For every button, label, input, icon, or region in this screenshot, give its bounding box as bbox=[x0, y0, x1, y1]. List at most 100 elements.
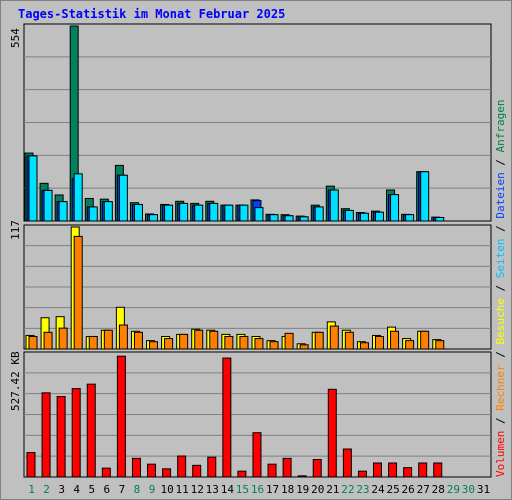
pages-bar-day-24 bbox=[374, 211, 384, 222]
pages-bar-day-17 bbox=[269, 214, 279, 222]
legend-segment: Volumen bbox=[494, 431, 507, 477]
volume-bar-day-17 bbox=[267, 463, 277, 478]
sites-bar-day-6 bbox=[103, 329, 113, 350]
x-tick-label-day-4: 4 bbox=[73, 483, 80, 496]
pages-bar-day-8 bbox=[133, 203, 143, 222]
volume-bar-day-7 bbox=[116, 355, 126, 478]
pages-bar-day-22 bbox=[344, 209, 354, 222]
visits-ymax-label: 117 bbox=[9, 220, 22, 240]
series-legend: Volumen / Rechner / Besuche / Seiten / D… bbox=[494, 99, 507, 477]
sites-bar-day-7 bbox=[118, 324, 128, 350]
pages-bar-day-11 bbox=[179, 202, 189, 222]
pages-bar-day-26 bbox=[405, 214, 415, 222]
sites-bar-day-9 bbox=[149, 341, 159, 350]
x-tick-label-day-23: 23 bbox=[356, 483, 369, 496]
sites-bar-day-15 bbox=[239, 335, 249, 350]
volume-bar-day-16 bbox=[252, 432, 262, 478]
legend-segment: Anfragen bbox=[494, 99, 507, 152]
volume-bar-day-22 bbox=[342, 448, 352, 478]
sites-bar-day-1 bbox=[28, 335, 38, 350]
sites-bar-day-2 bbox=[43, 331, 53, 350]
volume-bar-day-20 bbox=[312, 459, 322, 478]
volume-bar-day-6 bbox=[101, 467, 111, 478]
volume-bar-day-27 bbox=[418, 462, 428, 478]
volume-bar-day-9 bbox=[147, 463, 157, 478]
x-tick-label-day-24: 24 bbox=[371, 483, 385, 496]
x-tick-label-day-27: 27 bbox=[417, 483, 430, 496]
volume-bar-day-18 bbox=[282, 457, 292, 478]
x-tick-label-day-18: 18 bbox=[281, 483, 294, 496]
volume-bar-day-1 bbox=[26, 452, 36, 478]
x-tick-label-day-28: 28 bbox=[432, 483, 445, 496]
sites-bar-day-27 bbox=[420, 330, 430, 350]
volume-bar-day-8 bbox=[131, 457, 141, 478]
x-tick-label-day-17: 17 bbox=[266, 483, 279, 496]
legend-segment: / bbox=[494, 152, 507, 172]
volume-bar-day-26 bbox=[403, 467, 413, 478]
x-axis-day-labels: 1 2 3 4 5 6 7 8 9 10 11 12 13 14 15 16 17 18 19 20 21 22 23 24 2… bbox=[28, 483, 490, 496]
x-tick-label-day-3: 3 bbox=[58, 483, 65, 496]
pages-bar-day-4 bbox=[73, 173, 83, 222]
volume-bar-day-14 bbox=[222, 357, 232, 478]
sites-bar-day-17 bbox=[269, 341, 279, 350]
sites-bar-day-11 bbox=[179, 333, 189, 350]
chart-title: Tages-Statistik im Monat Februar 2025 bbox=[18, 7, 286, 21]
volume-bar-day-21 bbox=[327, 388, 337, 478]
sites-bar-day-10 bbox=[164, 338, 174, 350]
sites-bar-day-16 bbox=[254, 338, 264, 350]
pages-bar-day-5 bbox=[88, 206, 98, 222]
sites-bar-day-19 bbox=[299, 344, 309, 350]
chart-panels bbox=[23, 23, 492, 478]
sites-bar-day-8 bbox=[133, 331, 143, 350]
x-tick-label-day-1: 1 bbox=[28, 483, 35, 496]
pages-bar-day-23 bbox=[359, 212, 369, 222]
volume-bar-day-2 bbox=[41, 392, 51, 478]
x-tick-label-day-6: 6 bbox=[104, 483, 111, 496]
volume-bar-day-23 bbox=[357, 470, 367, 478]
pages-bar-day-10 bbox=[164, 204, 174, 222]
sites-bar-day-14 bbox=[224, 335, 234, 350]
x-tick-label-day-8: 8 bbox=[134, 483, 141, 496]
x-tick-label-day-10: 10 bbox=[160, 483, 173, 496]
x-tick-label-day-19: 19 bbox=[296, 483, 309, 496]
sites-bar-day-23 bbox=[359, 342, 369, 350]
hits-panel bbox=[23, 23, 492, 222]
x-tick-label-day-30: 30 bbox=[462, 483, 475, 496]
x-tick-label-day-31: 31 bbox=[477, 483, 490, 496]
volume-ymax-label: 527.42 KB bbox=[9, 351, 22, 411]
x-tick-label-day-21: 21 bbox=[326, 483, 339, 496]
volume-bar-day-10 bbox=[162, 468, 172, 478]
sites-bar-day-3 bbox=[58, 327, 68, 350]
volume-bar-day-25 bbox=[388, 462, 398, 478]
volume-bar-day-4 bbox=[71, 388, 81, 478]
volume-bar-day-15 bbox=[237, 470, 247, 478]
x-tick-label-day-26: 26 bbox=[402, 483, 415, 496]
pages-bar-day-13 bbox=[209, 202, 219, 222]
pages-bar-day-19 bbox=[299, 216, 309, 222]
pages-bar-day-27 bbox=[420, 171, 430, 222]
x-tick-label-day-5: 5 bbox=[88, 483, 95, 496]
x-tick-label-day-13: 13 bbox=[206, 483, 219, 496]
sites-bar-day-18 bbox=[284, 332, 294, 350]
sites-bar-day-25 bbox=[390, 330, 400, 350]
legend-segment: / bbox=[494, 278, 507, 298]
sites-bar-day-13 bbox=[209, 330, 219, 350]
sites-bar-day-5 bbox=[88, 335, 98, 350]
sites-bar-day-28 bbox=[435, 340, 445, 350]
pages-bar-day-18 bbox=[284, 215, 294, 222]
x-tick-label-day-25: 25 bbox=[386, 483, 399, 496]
legend-segment: Dateien bbox=[494, 172, 507, 218]
legend-segment: Rechner bbox=[494, 364, 507, 411]
volume-bar-day-3 bbox=[56, 396, 66, 478]
pages-bar-day-20 bbox=[314, 206, 324, 222]
pages-bar-day-16 bbox=[254, 207, 264, 222]
sites-bar-day-20 bbox=[314, 331, 324, 350]
pages-bar-day-9 bbox=[149, 214, 159, 222]
visits-panel bbox=[23, 224, 492, 350]
x-tick-label-day-7: 7 bbox=[119, 483, 126, 496]
pages-bar-day-21 bbox=[329, 189, 339, 222]
pages-bar-day-2 bbox=[43, 189, 53, 222]
sites-bar-day-21 bbox=[329, 325, 339, 350]
pages-bar-day-25 bbox=[390, 194, 400, 222]
